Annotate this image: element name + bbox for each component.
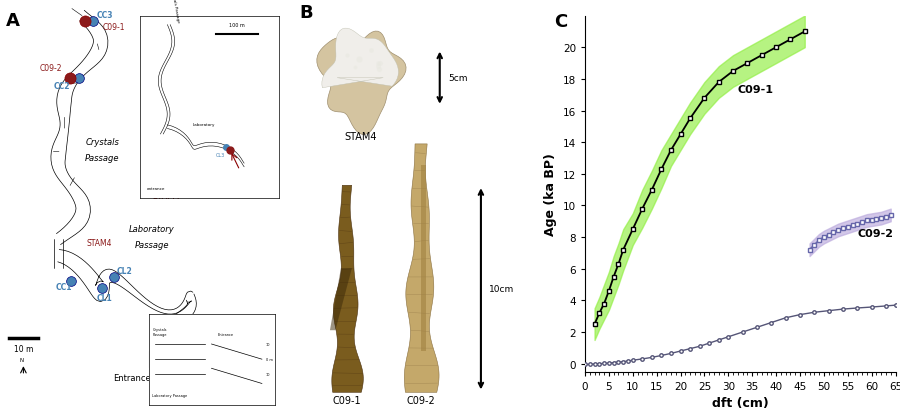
- Text: CL2: CL2: [117, 266, 132, 275]
- Polygon shape: [317, 32, 406, 135]
- Text: STAM4: STAM4: [344, 132, 376, 142]
- Text: CC1: CC1: [56, 282, 73, 292]
- Text: STAM4: STAM4: [86, 238, 112, 247]
- Text: Passage: Passage: [135, 241, 169, 250]
- Text: C09-1: C09-1: [738, 84, 774, 94]
- Text: CC2: CC2: [54, 82, 70, 91]
- Text: STAM4: STAM4: [152, 191, 180, 200]
- Text: CL1: CL1: [96, 293, 112, 302]
- Text: Entrance: Entrance: [218, 332, 234, 336]
- X-axis label: dft (cm): dft (cm): [712, 396, 769, 409]
- Text: Crystals
Passage: Crystals Passage: [152, 328, 166, 336]
- Polygon shape: [322, 29, 399, 88]
- Text: Entrance: Entrance: [112, 373, 150, 382]
- Text: 10 m: 10 m: [14, 344, 33, 353]
- Text: B: B: [300, 4, 313, 22]
- Text: 10: 10: [266, 373, 270, 376]
- Polygon shape: [420, 165, 426, 351]
- Y-axis label: Age (ka BP): Age (ka BP): [544, 153, 557, 235]
- Text: C09-2: C09-2: [40, 63, 62, 72]
- Text: 10: 10: [266, 342, 270, 346]
- Text: A: A: [6, 12, 20, 30]
- Text: C09-2: C09-2: [406, 395, 435, 405]
- Polygon shape: [332, 186, 364, 392]
- Text: Laboratory: Laboratory: [130, 224, 175, 233]
- Text: CL3: CL3: [216, 152, 226, 157]
- Text: Crystals: Crystals: [86, 138, 120, 147]
- Text: 10cm: 10cm: [490, 285, 515, 294]
- Text: C09-1: C09-1: [103, 24, 125, 33]
- Text: 100 m: 100 m: [230, 24, 245, 28]
- Text: 0 m: 0 m: [266, 357, 273, 361]
- Text: Laboratory Passage: Laboratory Passage: [152, 393, 187, 396]
- Text: N: N: [20, 357, 24, 362]
- Text: 5cm: 5cm: [448, 74, 467, 83]
- Text: Crystals Passage: Crystals Passage: [170, 0, 180, 23]
- Polygon shape: [330, 268, 352, 330]
- Text: C09-2: C09-2: [858, 228, 894, 238]
- Text: CC3: CC3: [97, 11, 113, 20]
- Text: C09-1: C09-1: [332, 395, 361, 405]
- Polygon shape: [404, 145, 439, 392]
- Text: entrance: entrance: [147, 186, 165, 190]
- Text: Laboratory: Laboratory: [193, 123, 215, 126]
- Text: C: C: [554, 13, 567, 31]
- Text: Passage: Passage: [86, 154, 120, 163]
